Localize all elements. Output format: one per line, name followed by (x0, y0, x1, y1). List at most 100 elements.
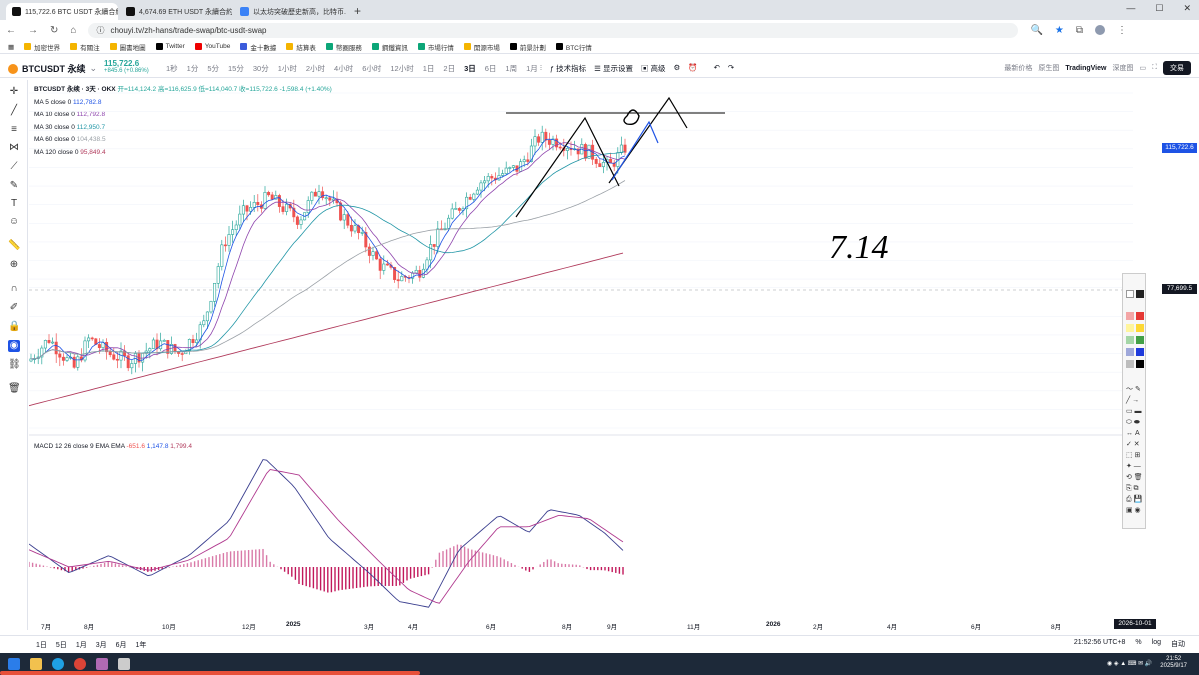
percent-toggle[interactable]: % (1135, 639, 1142, 646)
interval-1周[interactable]: 1周 (505, 64, 518, 73)
site-info-icon[interactable]: ⓘ (96, 25, 105, 35)
interval-3日[interactable]: 3日 (464, 64, 476, 73)
color-white-swatch[interactable] (1126, 290, 1134, 298)
link-icon[interactable]: ⛓ (8, 359, 21, 370)
palette-tools[interactable]: 〜 ✎ ╱ → ▭ ▬ ⬭ ⬬ ↔ A ✓ ✕ ⬚ ⊞ ✦ — ⟲ 🗑 ⎘ ⧉ ⎙ 💾 ▣ ◉ (1126, 386, 1143, 514)
app-icon[interactable] (96, 658, 108, 670)
bookmark-item[interactable]: YouTube (194, 43, 230, 50)
bookmark-item[interactable]: Twitter (155, 43, 185, 50)
tradingview-tab[interactable]: TradingView (1065, 64, 1107, 72)
color-yellow-swatch[interactable] (1136, 324, 1144, 332)
extensions-icon[interactable]: ⧉ (1075, 24, 1083, 36)
bookmark-item[interactable]: 市場行情 (417, 42, 454, 52)
interval-6小时[interactable]: 6小时 (362, 64, 382, 73)
taskbar-clock[interactable]: 21:52 2025/9/17 (1160, 656, 1187, 670)
url-input[interactable]: ⓘ chouyi.tv/zh-hans/trade-swap/btc-usdt-s… (88, 22, 1019, 38)
price-chart[interactable]: 7.14 130,000.0125,000.0120,000.0115,000.… (29, 80, 1161, 620)
lock-icon[interactable]: 🔒 (8, 321, 21, 332)
bookmark-item[interactable]: 前景計劃 (509, 42, 546, 52)
bookmark-item[interactable]: 金十數據 (240, 42, 276, 52)
start-icon[interactable] (8, 658, 20, 670)
range-5d[interactable]: 5日 (55, 641, 67, 649)
symbol-selector[interactable]: BTCUSDT 永续 ⌄ (8, 62, 97, 75)
bookmark-item[interactable]: 鋼鐵資訊 (371, 42, 408, 52)
circle-drawing[interactable] (623, 109, 640, 126)
file-explorer-icon[interactable] (30, 658, 42, 670)
menu-icon[interactable]: ⋮ (1117, 24, 1127, 36)
bookmark-item[interactable]: 有關注 (70, 42, 100, 52)
fullscreen-icon[interactable]: ⛶ (1152, 64, 1157, 71)
pattern-icon[interactable]: ⋈ (9, 142, 19, 153)
range-3m[interactable]: 3月 (95, 641, 107, 649)
color-black-swatch[interactable] (1136, 290, 1144, 298)
interval-12小时[interactable]: 12小时 (390, 64, 414, 73)
reload-icon[interactable]: ↻ (50, 24, 59, 36)
trendline-icon[interactable]: ╱ (10, 105, 18, 116)
auto-toggle[interactable]: 自动 (1171, 641, 1185, 648)
brush-icon[interactable]: ✎ (9, 180, 19, 191)
browser-tab-news[interactable]: 以太坊突破歷史新高，比特币...✕ (234, 3, 346, 20)
log-toggle[interactable]: log (1151, 639, 1161, 646)
magnet-icon[interactable]: ∩ (10, 283, 18, 294)
interval-6日[interactable]: 6日 (484, 64, 497, 73)
new-tab-button[interactable]: + (354, 4, 362, 18)
interval-4小时[interactable]: 4小时 (334, 64, 354, 73)
interval-2小时[interactable]: 2小时 (305, 64, 326, 73)
projection-icon[interactable]: ⟋ (10, 161, 18, 172)
layout-icon[interactable]: ▭ (1139, 65, 1147, 72)
range-1d[interactable]: 1日 (36, 641, 47, 649)
advanced-button[interactable]: ▣ 高级 (640, 64, 666, 73)
profile-avatar[interactable] (1095, 25, 1105, 35)
pattern-drawing[interactable] (515, 116, 620, 218)
bookmark-item[interactable]: BTC行情 (555, 42, 592, 52)
crosshair-icon[interactable]: ✛ (9, 86, 19, 97)
bookmark-item[interactable]: 加密世界 (24, 42, 60, 52)
browser-tab-eth[interactable]: 4,674.69 ETH USDT 永續合約✕ (120, 3, 232, 20)
browser-tab-btc[interactable]: 115,722.6 BTC USDT 永續合約✕ (6, 3, 118, 20)
color-red-swatch[interactable] (1136, 312, 1144, 320)
forward-icon[interactable]: → (28, 24, 38, 36)
alert-icon[interactable]: ⏰ (688, 63, 698, 72)
trash-icon[interactable]: 🗑 (8, 383, 21, 394)
color-pink-swatch[interactable] (1126, 312, 1134, 320)
apps-icon[interactable]: ▦ (8, 43, 15, 51)
interval-1日[interactable]: 1日 (422, 64, 435, 73)
undo-icon[interactable]: ↶ (713, 63, 720, 72)
bookmark-item[interactable]: 開源市場 (463, 42, 500, 52)
interval-2日[interactable]: 2日 (443, 64, 456, 73)
maximize-icon[interactable]: ☐ (1155, 3, 1164, 13)
display-settings-button[interactable]: ☰ 显示设置 (594, 64, 633, 73)
interval-1秒[interactable]: 1秒 (166, 64, 178, 73)
color-green-swatch[interactable] (1136, 336, 1144, 344)
redo-icon[interactable]: ↷ (727, 63, 735, 72)
bookmark-item[interactable]: 圖書地圖 (109, 42, 146, 52)
color-lightyellow-swatch[interactable] (1126, 324, 1134, 332)
tray-icons[interactable]: ◉ ◈ ▲ ⌨ ✉ 🔊 (1107, 660, 1153, 667)
fib-icon[interactable]: ≡ (11, 124, 17, 135)
ruler-icon[interactable]: 📏 (8, 240, 21, 251)
range-1y[interactable]: 1年 (135, 641, 147, 649)
zoom-icon[interactable]: 🔍 (1030, 24, 1043, 36)
interval-30分[interactable]: 30分 (252, 64, 269, 73)
color-lightgreen-swatch[interactable] (1126, 336, 1134, 344)
range-1m[interactable]: 1月 (75, 641, 87, 649)
color-black2-swatch[interactable] (1136, 360, 1144, 368)
bookmark-item[interactable]: 結算表 (286, 42, 316, 52)
bookmark-star-icon[interactable]: ★ (1054, 24, 1064, 36)
back-icon[interactable]: ← (6, 24, 16, 36)
pencil-lock-icon[interactable]: ✐ (9, 302, 19, 313)
interval-15分[interactable]: 15分 (228, 64, 244, 73)
color-gray-swatch[interactable] (1126, 360, 1134, 368)
indicators-button[interactable]: ƒ 技术指标 (549, 64, 587, 73)
depth-chart-tab[interactable]: 深度图 (1112, 65, 1134, 72)
interval-1分[interactable]: 1分 (186, 64, 199, 73)
last-price-toggle[interactable]: 最新价格 (1004, 65, 1033, 72)
chart-type-icon[interactable]: ⫶ (540, 63, 542, 72)
app2-icon[interactable] (118, 658, 130, 670)
interval-5分[interactable]: 5分 (207, 64, 220, 73)
color-blue-swatch[interactable] (1136, 348, 1144, 356)
settings-gear-icon[interactable]: ⚙ (673, 63, 681, 72)
range-6m[interactable]: 6月 (115, 641, 127, 649)
minimize-icon[interactable]: — (1126, 3, 1136, 13)
interval-1小时[interactable]: 1小时 (277, 64, 297, 73)
